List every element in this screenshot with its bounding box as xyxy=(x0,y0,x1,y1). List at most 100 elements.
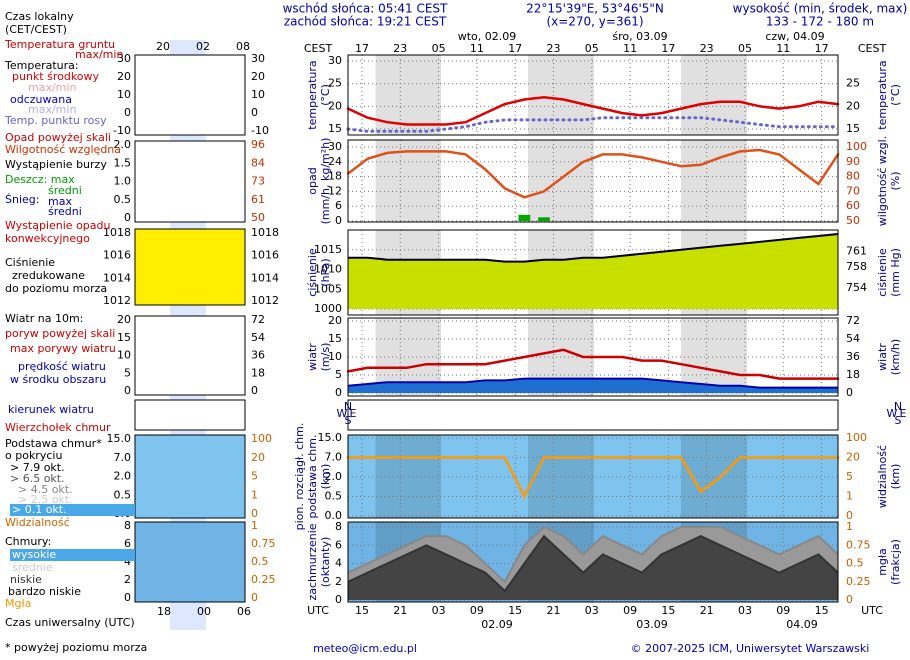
mini-panel xyxy=(134,228,246,306)
cest-tick-label: 23 xyxy=(700,42,714,55)
axis-label: wiatr xyxy=(306,343,319,371)
mini-right-tick: 0 xyxy=(251,591,258,604)
cest-tick-label: 11 xyxy=(776,42,790,55)
legend-item: o pokryciu xyxy=(5,449,62,462)
mini-right-tick: -10 xyxy=(251,124,269,137)
utc-tick-label: 03 xyxy=(585,604,599,617)
mini-right-tick: 1 xyxy=(251,519,258,532)
y2-tick-label: 0.75 xyxy=(846,538,871,551)
mini-left-tick: 0 xyxy=(124,106,131,119)
cest-tick-label: 17 xyxy=(815,42,829,55)
y-tick-label: 25 xyxy=(328,77,342,90)
mini-bottom-tick: 00 xyxy=(197,605,211,618)
utc-day: 03.09 xyxy=(636,618,668,631)
utc-tick-label: 15 xyxy=(661,604,675,617)
cest-tick-label: 17 xyxy=(661,42,675,55)
mini-right-tick: 0 xyxy=(251,106,258,119)
y2-tick-label: 1 xyxy=(846,520,853,533)
legend-highlight xyxy=(10,504,135,516)
cest-tick-label: 17 xyxy=(508,42,522,55)
y2-tick-label: 54 xyxy=(846,332,860,345)
legend-item: Śnieg: xyxy=(5,193,39,206)
legend-item: niskie xyxy=(10,573,42,586)
y2-tick-label: 1 xyxy=(846,490,853,503)
mini-right-tick: 36 xyxy=(251,349,265,362)
email[interactable]: meteo@icm.edu.pl xyxy=(313,642,417,655)
y2-tick-label: 36 xyxy=(846,350,860,363)
cest-label: CEST xyxy=(858,42,887,55)
panel-frame xyxy=(347,54,839,136)
mini-right-tick: 1014 xyxy=(251,271,279,284)
compass: S xyxy=(345,414,352,427)
legend-item: kierunek wiatru xyxy=(8,403,94,416)
utc-tick-label: 15 xyxy=(815,604,829,617)
cest-tick-label: 23 xyxy=(393,42,407,55)
legend-item: Opad powyżej skali xyxy=(5,131,111,144)
night-band xyxy=(528,55,594,135)
utc-tick-label: 21 xyxy=(700,604,714,617)
area-line xyxy=(347,525,839,584)
y2-tick-label: 20 xyxy=(846,99,860,112)
legend-item: poryw powyżej skali xyxy=(5,327,115,340)
bar xyxy=(538,217,550,221)
elevation: 133 - 172 - 180 m xyxy=(766,15,874,29)
mini-left-tick: 0.5 xyxy=(114,193,132,206)
cest-tick-label: 11 xyxy=(470,42,484,55)
legend-item: Wystąpienie opadu xyxy=(5,219,110,232)
legend-item: Temp. punktu rosy xyxy=(4,114,107,127)
y2-tick-label: 754 xyxy=(846,281,867,294)
mini-right-tick: 84 xyxy=(251,156,265,169)
area-line xyxy=(347,377,838,389)
line xyxy=(346,348,840,380)
mini-bottom-tick: 06 xyxy=(237,605,251,618)
mini-top-tick: 20 xyxy=(156,40,170,53)
legend-item: średni xyxy=(48,205,82,218)
mini-right-tick: 30 xyxy=(251,52,265,65)
y-tick-label: 30 xyxy=(328,54,342,67)
mini-left-tick: 7.0 xyxy=(114,451,132,464)
y2-tick-label: 0.25 xyxy=(846,575,871,588)
y2-tick-label: 25 xyxy=(846,77,860,90)
mini-right-tick: 20 xyxy=(251,70,265,83)
axis-label: (°C) xyxy=(319,84,332,106)
y-tick-label: 0.5 xyxy=(325,490,343,503)
mini-top-tick: 08 xyxy=(236,40,250,53)
mini-left-tick: 5 xyxy=(124,366,131,379)
y-tick-label: 1000 xyxy=(314,302,342,315)
sunset: zachód słońca: 19:21 CEST xyxy=(284,15,447,29)
legend-item: Temperatura: xyxy=(4,59,79,72)
mini-right-tick: 5 xyxy=(251,470,258,483)
line xyxy=(346,148,840,199)
mini-right-tick: 50 xyxy=(251,211,265,224)
legend-item: Mgła xyxy=(5,597,31,610)
y2-tick-label: 758 xyxy=(846,260,867,273)
mini-left-tick: 30 xyxy=(117,52,131,65)
day-label: wto, 02.09 xyxy=(458,30,517,43)
y-tick-label: 30 xyxy=(328,140,342,153)
mini-right-tick: 72 xyxy=(251,313,265,326)
mini-left-tick: -10 xyxy=(113,124,131,137)
y-tick-label: 15.0 xyxy=(318,431,343,444)
night-band xyxy=(528,140,594,222)
axis-label: (frakcja) xyxy=(889,539,902,585)
y2-tick-label: 5 xyxy=(846,470,853,483)
legend-item: max/min xyxy=(28,81,76,94)
cest-tick-label: 23 xyxy=(547,42,561,55)
y2-tick-label: 72 xyxy=(846,314,860,327)
panel-frame xyxy=(347,521,839,603)
mini-right-tick: 1016 xyxy=(251,249,279,262)
y-tick-label: 7.0 xyxy=(325,451,343,464)
mini-left-tick: 20 xyxy=(117,313,131,326)
coords: 22°15'39"E, 53°46'5"N xyxy=(526,2,664,16)
mini-right-tick: 0 xyxy=(251,384,258,397)
legend-item: do poziomu morza xyxy=(5,282,107,295)
legend-item: > 6.5 okt. xyxy=(10,472,65,485)
axis-label: mgła xyxy=(876,548,889,576)
y-tick-label: 15 xyxy=(328,122,342,135)
mini-left-tick: 0.5 xyxy=(114,488,132,501)
compass: N xyxy=(894,400,902,413)
y-tick-label: 4 xyxy=(335,557,342,570)
axis-label: zachmurzenie xyxy=(306,523,319,600)
legend-item: bardzo niskie xyxy=(8,585,81,598)
